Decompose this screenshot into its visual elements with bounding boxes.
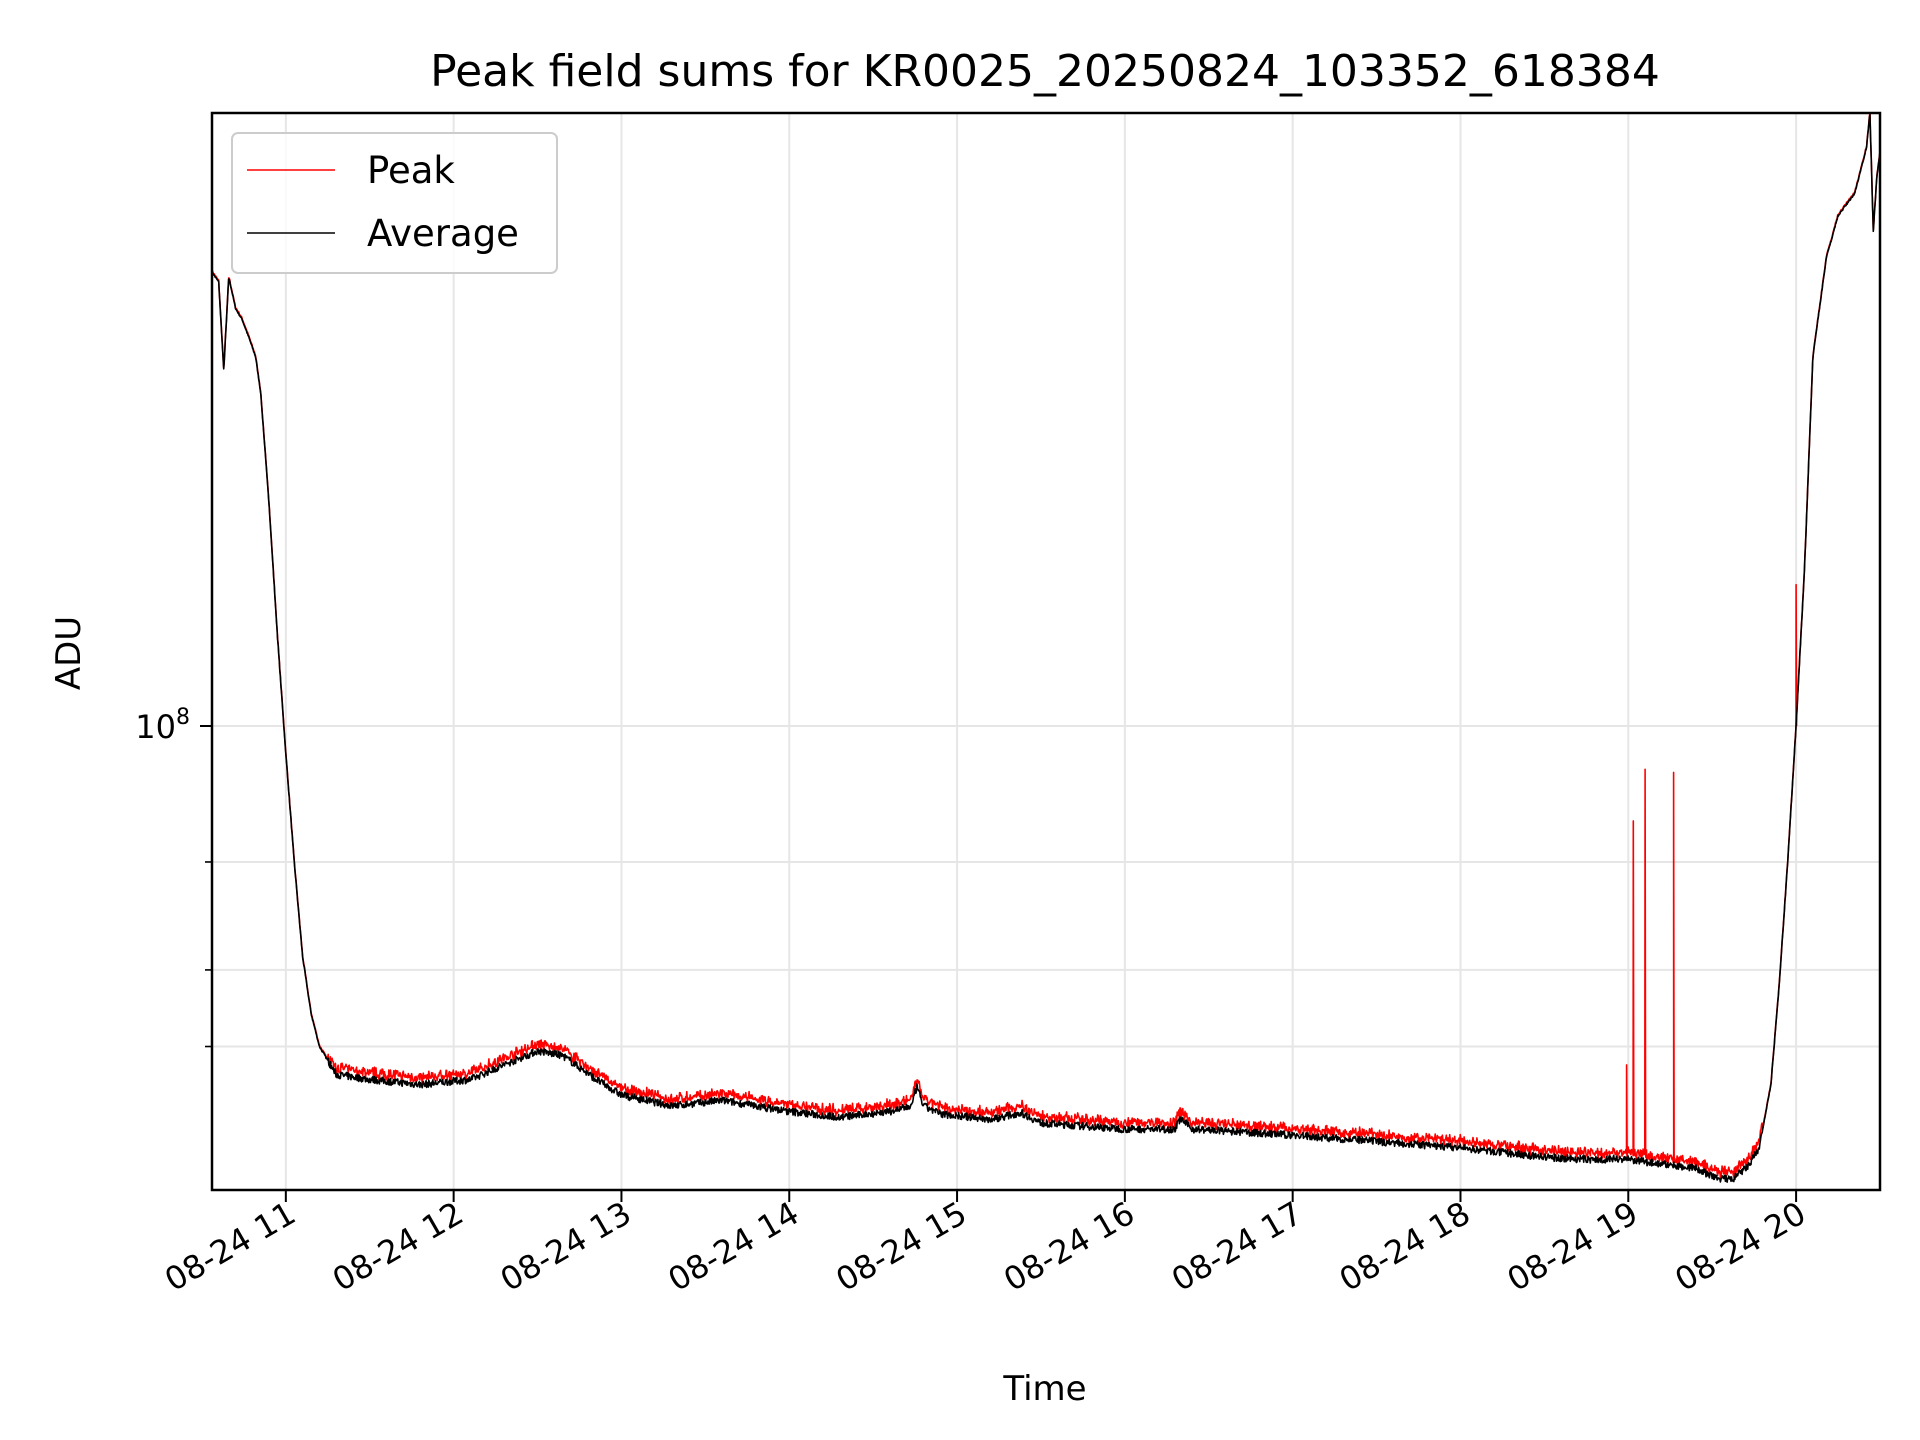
y-axis-label: ADU [49, 616, 89, 690]
series-line-peak [212, 113, 1880, 1179]
plot-frame [210, 111, 1882, 1192]
y-tick-label: 108 [135, 705, 190, 746]
legend-label-peak: Peak [367, 149, 455, 192]
series-line-average [212, 114, 1880, 1183]
legend-label-average: Average [367, 212, 519, 255]
chart-title: Peak field sums for KR0025_20250824_1033… [430, 46, 1660, 97]
legend-box [231, 132, 558, 274]
legend: Peak Average [231, 132, 558, 274]
x-axis-label: Time [1002, 1369, 1086, 1409]
y-axis: 108 [135, 705, 212, 1048]
plot-lines [212, 113, 1880, 1183]
